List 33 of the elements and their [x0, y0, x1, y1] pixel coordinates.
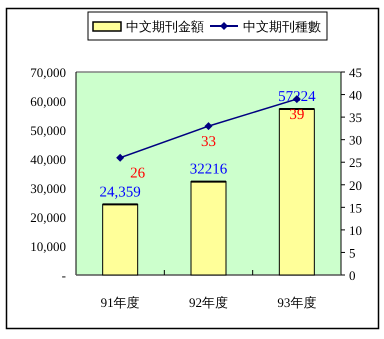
point: [116, 154, 124, 162]
y-tick-label: 60,000: [30, 94, 66, 109]
y-tick-label: 50,000: [30, 123, 66, 138]
y2-tick-label: 20: [349, 178, 362, 193]
bar: [102, 204, 138, 276]
y2-tick-label: 35: [349, 110, 362, 126]
data-label: 26: [130, 166, 146, 182]
bar: [190, 181, 226, 276]
y2-tick-label: 30: [349, 132, 362, 148]
bar: [278, 108, 315, 276]
x-tick-label: 92年度: [189, 295, 228, 310]
data-label: 32216: [190, 162, 228, 178]
point: [204, 122, 212, 130]
y2-tick-label: 45: [349, 65, 362, 80]
y-tick-label: -: [62, 268, 66, 283]
y2-tick-label: 5: [349, 245, 356, 260]
legend-label: 中文期刊金額: [126, 19, 204, 34]
x-tick-label: 91年度: [100, 295, 140, 310]
y-tick-label: 70,000: [30, 65, 66, 80]
y2-tick-label: 10: [349, 222, 362, 238]
y2-tick-label: 0: [349, 268, 356, 283]
y2-tick-label: 40: [349, 88, 362, 103]
y-tick-label: 10,000: [30, 239, 66, 254]
legend-label: 中文期刊種數: [243, 19, 321, 34]
data-label: 24,359: [100, 184, 141, 200]
y-tick-label: 40,000: [30, 152, 66, 167]
data-label: 39: [289, 107, 304, 124]
y-tick-label: 20,000: [30, 210, 66, 225]
y2-tick-label: 25: [349, 155, 362, 170]
x-tick-label: 93年度: [277, 295, 316, 310]
y2-tick-label: 15: [349, 200, 362, 216]
data-label: 33: [201, 134, 216, 150]
y-tick-label: 30,000: [30, 181, 66, 196]
